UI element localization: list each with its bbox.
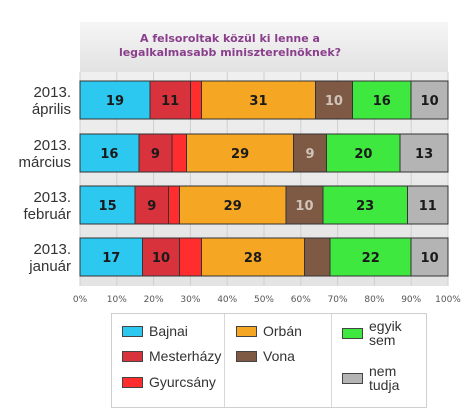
bar-segment [407, 185, 449, 225]
data-label: 20 [354, 147, 372, 162]
bar-segment [285, 185, 324, 225]
bar-segment [410, 80, 449, 120]
data-label: 29 [224, 199, 242, 214]
bar-segment [351, 80, 412, 120]
data-label: 13 [415, 147, 433, 162]
bar-segment [79, 185, 136, 225]
legend-swatch [122, 376, 143, 388]
legend-swatch [342, 372, 363, 384]
stacked-bar-chart: A felsoroltak közül ki lenne a legalkalm… [18, 22, 461, 305]
category-label: 2013. [33, 137, 71, 154]
bar-segment [142, 237, 180, 277]
data-label: 23 [356, 199, 374, 214]
data-label: 29 [231, 147, 249, 162]
data-label: 11 [419, 199, 437, 214]
data-label: 10 [421, 94, 439, 109]
data-label: 9 [305, 147, 314, 162]
bar-segment [189, 80, 202, 120]
legend: Bajnai Mesterházy Gyurcsány Orbán Vona egyik … [111, 313, 427, 408]
title-panel [80, 22, 448, 72]
data-label: 10 [421, 251, 439, 266]
legend-label: Gyurcsány [149, 374, 216, 390]
data-label: 16 [373, 94, 391, 109]
bar-segment [410, 237, 449, 277]
legend-item: Orbán [236, 324, 302, 338]
legend-label: nem tudja [369, 363, 400, 393]
data-label: 17 [102, 251, 120, 266]
bar-segment [186, 133, 294, 173]
category-label: március [18, 154, 71, 171]
legend-label: egyik sem [369, 318, 402, 348]
category-label: április [32, 101, 71, 118]
data-label: 9 [147, 199, 156, 214]
data-label: 11 [161, 94, 179, 109]
bar-segment [79, 80, 151, 120]
chart-title-line-1: A felsoroltak közül ki lenne a [140, 32, 320, 45]
data-label: 22 [362, 251, 380, 266]
bars: 19 11 31 10 16 10 16 9 29 9 20 13 15 9 29 10 23 11 17 10 28 2… [79, 80, 449, 277]
legend-swatch [122, 325, 143, 337]
legend-divider [331, 314, 332, 407]
data-label: 10 [295, 199, 313, 214]
bar-segment [329, 237, 412, 277]
legend-item: nem tudja [342, 364, 399, 392]
bar-segment [399, 133, 449, 173]
bar-segment [178, 237, 202, 277]
legend-label: Vona [263, 348, 295, 364]
bar-segment [200, 80, 317, 120]
legend-item: Vona [236, 349, 295, 363]
x-tick-label: 30% [180, 295, 200, 305]
data-label: 19 [106, 94, 124, 109]
legend-item: Gyurcsány [122, 375, 216, 389]
x-tick-label: 80% [364, 295, 384, 305]
bar-segment [178, 185, 287, 225]
x-tick-label: 50% [254, 295, 274, 305]
legend-item: Bajnai [122, 324, 188, 338]
x-tick-label: 100% [435, 295, 461, 305]
category-labels: 2013.április2013.március2013.február2013… [18, 84, 71, 275]
data-label: 9 [151, 147, 160, 162]
legend-divider [224, 314, 225, 407]
legend-label: Bajnai [149, 323, 188, 339]
bar-segment [149, 80, 191, 120]
chart-title-line-2: legalkalmasabb miniszterelnöknek? [119, 46, 341, 59]
x-tick-label: 10% [107, 295, 127, 305]
legend-swatch [236, 325, 257, 337]
x-tick-label: 0% [73, 295, 88, 305]
x-tick-label: 90% [401, 295, 421, 305]
data-label: 31 [249, 94, 267, 109]
legend-swatch [236, 350, 257, 362]
x-tick-label: 60% [291, 295, 311, 305]
x-tick-label: 20% [144, 295, 164, 305]
category-label: 2013. [33, 241, 71, 258]
data-label: 15 [99, 199, 117, 214]
legend-swatch [122, 350, 143, 362]
bar-segment [303, 237, 331, 277]
legend-item: Mesterházy [122, 349, 221, 363]
bar-segment [322, 185, 409, 225]
category-label: február [23, 206, 71, 223]
legend-swatch [342, 327, 363, 339]
data-label: 10 [325, 94, 343, 109]
category-label: január [28, 258, 71, 275]
bar-segment [167, 185, 180, 225]
data-label: 28 [244, 251, 262, 266]
bar-segment [79, 237, 144, 277]
legend-label: Mesterházy [149, 348, 222, 364]
x-tick-label: 40% [217, 295, 237, 305]
data-label: 16 [100, 147, 118, 162]
category-label: 2013. [33, 189, 71, 206]
x-tick-label: 70% [328, 295, 348, 305]
category-label: 2013. [33, 84, 71, 101]
legend-item: egyik sem [342, 319, 402, 347]
x-axis-ticks: 0% 10% 20% 30% 40% 50% 60% 70% 80% 90% 100% [73, 295, 461, 305]
bar-segment [200, 237, 305, 277]
bar-segment [315, 80, 353, 120]
legend-label: Orbán [263, 323, 302, 339]
bar-segment [326, 133, 401, 173]
data-label: 10 [152, 251, 170, 266]
bar-segment [171, 133, 188, 173]
